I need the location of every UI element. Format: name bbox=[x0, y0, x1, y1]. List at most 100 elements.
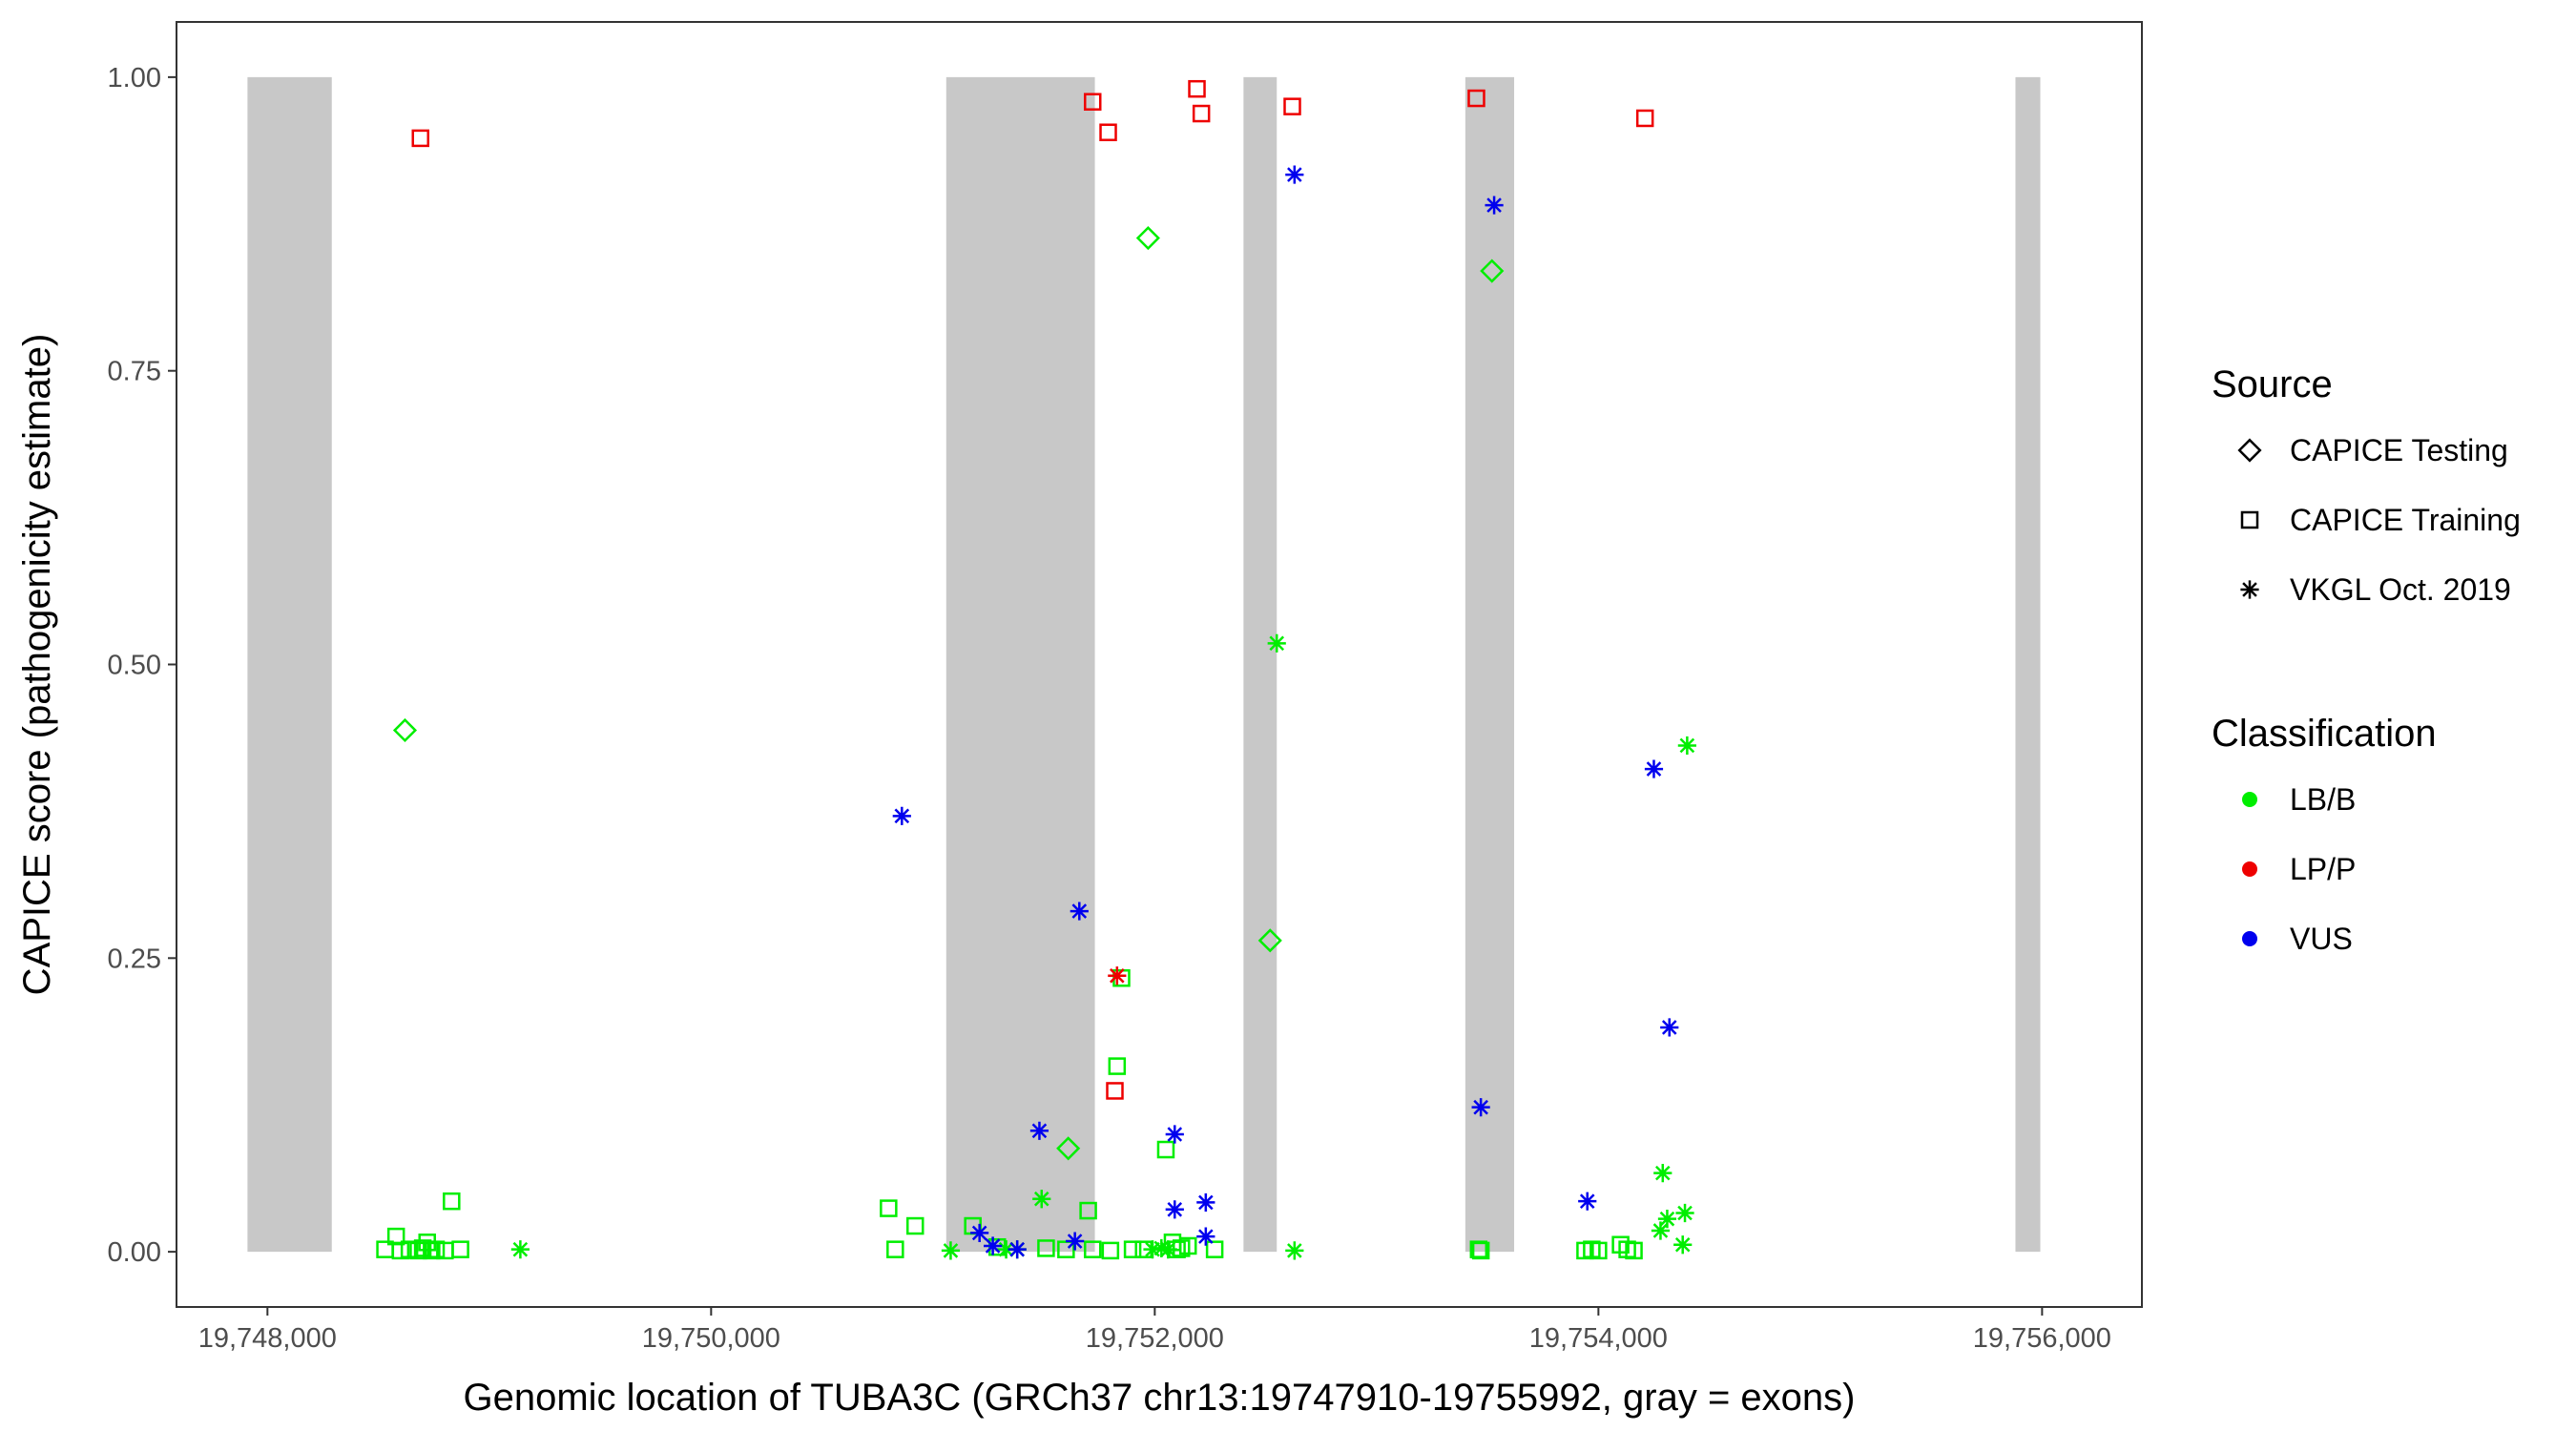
data-point bbox=[1467, 89, 1485, 108]
data-point bbox=[392, 717, 418, 743]
data-point bbox=[1285, 1241, 1304, 1260]
data-point bbox=[1283, 97, 1301, 115]
y-tick-label: 0.50 bbox=[108, 651, 161, 681]
data-point bbox=[1625, 1241, 1643, 1260]
data-point bbox=[1196, 1192, 1215, 1213]
axes: 0.00 0.25 0.50 0.75 1.00 19,748,000 19,750,000… bbox=[108, 21, 2143, 1354]
data-point bbox=[905, 1216, 924, 1235]
legend-classification-title: Classification bbox=[2212, 713, 2437, 755]
exon-band bbox=[2015, 76, 2041, 1253]
data-point bbox=[1644, 759, 1664, 778]
data-point bbox=[1165, 1200, 1184, 1219]
data-point bbox=[1485, 196, 1504, 215]
data-point bbox=[426, 1240, 446, 1258]
data-point bbox=[996, 1240, 1016, 1259]
data-point bbox=[1653, 1164, 1672, 1183]
exon-band bbox=[1465, 76, 1515, 1253]
data-point bbox=[1108, 966, 1127, 985]
data-point bbox=[1267, 633, 1286, 653]
y-tick-label: 0.25 bbox=[108, 944, 161, 974]
data-point bbox=[1066, 1232, 1085, 1251]
data-point bbox=[413, 1239, 432, 1257]
data-point bbox=[1675, 1203, 1694, 1223]
legend-label: VUS bbox=[2290, 922, 2353, 956]
data-point bbox=[411, 129, 430, 148]
exon-band bbox=[247, 76, 332, 1253]
data-point bbox=[1651, 1221, 1671, 1240]
data-point bbox=[1099, 123, 1117, 141]
data-point bbox=[1657, 1210, 1677, 1229]
data-point bbox=[1192, 104, 1211, 123]
legend-label: LB/B bbox=[2290, 782, 2356, 817]
plot-panel bbox=[177, 22, 2142, 1307]
data-point bbox=[1158, 1240, 1177, 1259]
x-tick-label: 19,750,000 bbox=[642, 1323, 780, 1354]
y-tick-label: 1.00 bbox=[108, 63, 161, 93]
y-tick-label: 0.00 bbox=[108, 1237, 161, 1268]
legend-key-square bbox=[2240, 510, 2259, 529]
data-point bbox=[1471, 1241, 1490, 1260]
data-point bbox=[1008, 1240, 1027, 1259]
data-point bbox=[1083, 93, 1102, 111]
data-point bbox=[984, 1236, 1003, 1255]
data-point bbox=[1480, 259, 1505, 283]
legend-label: VKGL Oct. 2019 bbox=[2290, 572, 2511, 607]
data-point bbox=[1673, 1235, 1693, 1255]
data-point bbox=[1101, 1241, 1120, 1260]
data-point bbox=[1037, 1239, 1055, 1257]
data-point bbox=[880, 1199, 898, 1217]
data-points bbox=[376, 79, 1696, 1260]
data-point bbox=[1083, 1240, 1102, 1258]
data-point bbox=[1660, 1018, 1679, 1037]
data-point bbox=[1188, 79, 1206, 98]
data-point bbox=[1196, 1227, 1215, 1246]
data-point bbox=[1257, 928, 1282, 953]
x-tick-label: 19,756,000 bbox=[1973, 1323, 2111, 1354]
y-tick-label: 0.75 bbox=[108, 357, 161, 387]
data-point bbox=[1635, 109, 1654, 128]
data-point bbox=[1156, 1140, 1175, 1159]
data-point bbox=[443, 1192, 461, 1211]
data-point bbox=[1178, 1236, 1197, 1255]
data-point bbox=[1123, 1240, 1142, 1258]
data-point bbox=[1677, 736, 1696, 756]
exon-band bbox=[1243, 76, 1278, 1253]
data-point bbox=[1106, 1082, 1124, 1100]
x-tick-label: 19,748,000 bbox=[198, 1323, 337, 1354]
data-point bbox=[1079, 1201, 1097, 1220]
data-point bbox=[400, 1240, 419, 1258]
legend: Source Classification CAPICE Testing CAPI… bbox=[2212, 363, 2521, 956]
legend-label: LP/P bbox=[2290, 852, 2356, 886]
data-point bbox=[510, 1240, 530, 1259]
data-point bbox=[970, 1223, 989, 1243]
data-point bbox=[1108, 1057, 1127, 1075]
legend-label: CAPICE Training bbox=[2290, 503, 2521, 537]
data-point bbox=[1285, 165, 1304, 184]
legend-key-dot bbox=[2242, 931, 2257, 946]
data-point bbox=[892, 806, 911, 825]
data-point bbox=[451, 1240, 469, 1258]
data-point bbox=[1029, 1121, 1049, 1140]
data-point bbox=[1135, 225, 1160, 251]
legend-key-dot bbox=[2242, 861, 2257, 877]
x-tick-label: 19,752,000 bbox=[1086, 1323, 1224, 1354]
data-point bbox=[1056, 1136, 1081, 1161]
legend-label: CAPICE Testing bbox=[2290, 433, 2508, 467]
data-point bbox=[941, 1241, 961, 1260]
data-point bbox=[1471, 1098, 1490, 1117]
legend-key-diamond bbox=[2237, 438, 2262, 463]
data-point bbox=[886, 1240, 904, 1258]
exon-band bbox=[945, 76, 1095, 1253]
data-point bbox=[391, 1241, 410, 1260]
legend-key-asterisk bbox=[2240, 580, 2259, 599]
data-point bbox=[1205, 1240, 1224, 1258]
data-point bbox=[1165, 1125, 1184, 1144]
data-point bbox=[1578, 1192, 1597, 1211]
x-axis-title: Genomic location of TUBA3C (GRCh37 chr13… bbox=[463, 1377, 1855, 1419]
exon-bands bbox=[247, 76, 2041, 1253]
x-tick-label: 19,754,000 bbox=[1529, 1323, 1668, 1354]
legend-key-dot bbox=[2242, 792, 2257, 807]
legend-source-title: Source bbox=[2212, 363, 2333, 405]
y-axis-title: CAPICE score (pathogenicity estimate) bbox=[16, 334, 58, 996]
